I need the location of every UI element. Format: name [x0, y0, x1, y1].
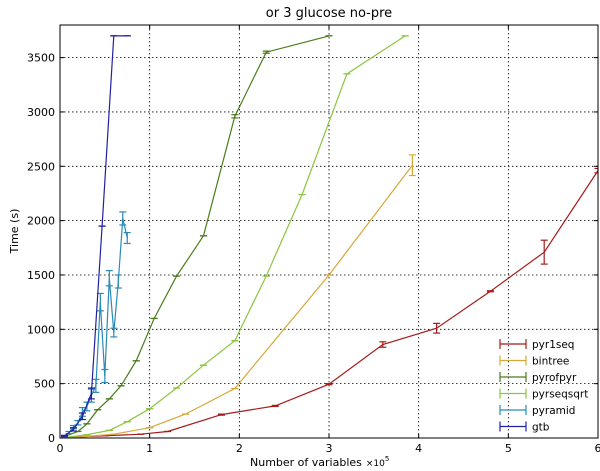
y-tick-label: 3500 [27, 52, 55, 65]
legend-item-bintree: bintree [499, 355, 569, 368]
data-point [594, 167, 598, 174]
x-axis-exponent: 5 [385, 455, 389, 463]
x-axis-multiplier: ×10 [366, 459, 385, 469]
x-tick-label: 5 [505, 442, 512, 455]
legend-item-pyrseqsqrt: pyrseqsqrt [499, 388, 588, 401]
data-point [69, 427, 77, 432]
legend-item-pyrofpyr: pyrofpyr [499, 372, 577, 384]
x-axis-label: Number of variables ×105 [250, 455, 389, 469]
data-point [217, 413, 225, 416]
data-point [325, 383, 333, 386]
legend: pyr1seq bintree pyrofpyr pyrseqsqrt pyramid g… [499, 339, 588, 434]
legend-label: pyr1seq [532, 339, 574, 351]
legend-label: bintree [532, 356, 569, 368]
data-point [78, 412, 86, 421]
series-line [64, 164, 413, 438]
data-point [110, 327, 118, 338]
data-point [379, 341, 387, 348]
data-point [123, 231, 131, 245]
data-point [119, 211, 127, 226]
data-point [262, 50, 270, 54]
grid-layer [60, 25, 598, 438]
legend-item-pyr1seq: pyr1seq [499, 339, 574, 351]
legend-item-pyramid: pyramid [499, 405, 575, 417]
data-point [105, 270, 113, 287]
data-point [114, 274, 122, 289]
data-point [433, 322, 441, 334]
series-line [64, 35, 406, 438]
chart-title: or 3 glucose no-pre [266, 6, 392, 21]
tick-layer: 0 1 2 3 4 5 6 0 500 1000 1500 2000 2500 3000 3500 [27, 25, 600, 455]
x-tick-label: 1 [146, 442, 153, 455]
x-tick-label: 4 [415, 442, 422, 455]
data-point [540, 239, 548, 265]
x-tick-label: 6 [595, 442, 600, 455]
legend-item-gtb: gtb [499, 421, 550, 434]
data-point [271, 404, 279, 408]
legend-label: pyrseqsqrt [532, 389, 588, 401]
data-point [486, 290, 494, 293]
data-point [408, 154, 416, 177]
data-point [231, 114, 239, 119]
legend-label: pyrofpyr [532, 372, 577, 384]
x-axis-label-text: Number of variables [250, 456, 362, 469]
y-tick-label: 1500 [27, 269, 55, 282]
x-tick-label: 0 [57, 442, 64, 455]
y-tick-label: 500 [34, 378, 55, 391]
series-gtb [60, 35, 131, 437]
series-layer [60, 35, 598, 438]
data-point [92, 378, 100, 393]
series-pyrofpyr [60, 35, 333, 437]
data-point [87, 387, 95, 400]
y-tick-label: 2500 [27, 160, 55, 173]
legend-label: pyramid [532, 405, 575, 417]
y-tick-label: 1000 [27, 323, 55, 336]
y-tick-label: 2000 [27, 215, 55, 228]
x-tick-label: 2 [236, 442, 243, 455]
y-tick-label: 3000 [27, 106, 55, 119]
y-tick-label: 0 [48, 432, 55, 445]
data-point [101, 368, 109, 384]
y-axis-label: Time (s) [8, 209, 21, 255]
x-tick-label: 3 [326, 442, 333, 455]
data-point [60, 434, 68, 437]
legend-label: gtb [532, 422, 550, 434]
